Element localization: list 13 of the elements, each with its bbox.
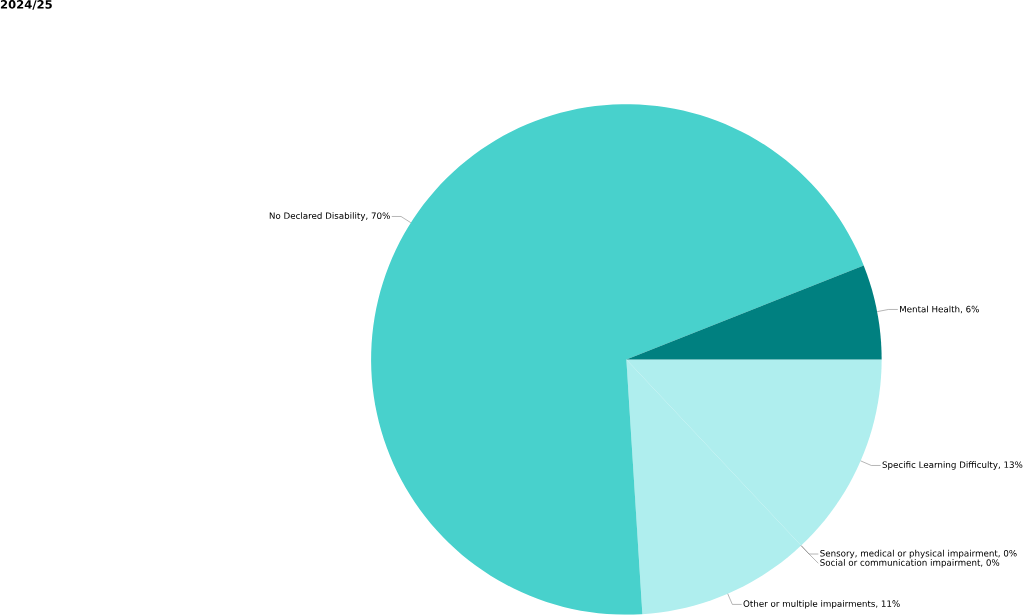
text: 2024/25	[0, 0, 52, 10]
data-label: , 70%	[366, 212, 390, 221]
slice-label: Mental Health	[900, 305, 960, 313]
text: , 0%	[981, 559, 1000, 567]
category-label: Social or communication impairment	[820, 559, 981, 568]
slice-label: Other or multiple impairments	[743, 600, 875, 609]
data-label: , 11%	[876, 600, 900, 608]
legend-label: Sensory, medical or physical impairment	[820, 549, 998, 559]
data-label: , 13%	[998, 461, 1023, 470]
data-label: , 6%	[960, 305, 979, 314]
text: , 0%	[998, 550, 1017, 558]
slice-label: No Declared Disability	[269, 212, 366, 221]
slice-label: Specific Learning Difficulty	[882, 461, 998, 470]
